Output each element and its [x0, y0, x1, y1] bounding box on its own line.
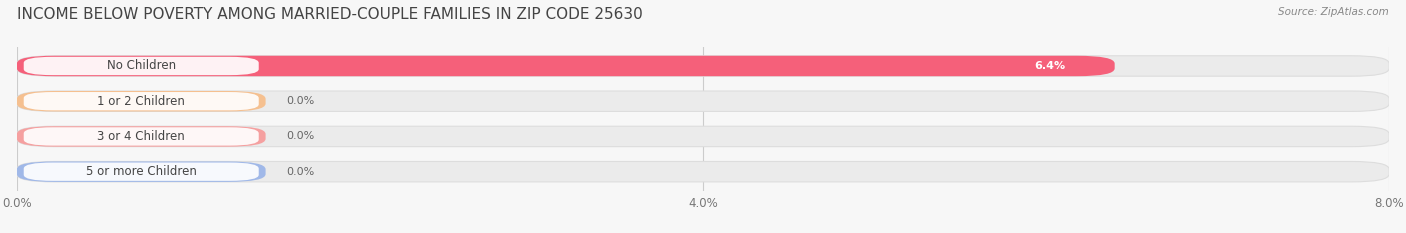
FancyBboxPatch shape — [24, 127, 259, 146]
FancyBboxPatch shape — [17, 161, 1389, 182]
FancyBboxPatch shape — [17, 126, 266, 147]
FancyBboxPatch shape — [17, 91, 1389, 111]
FancyBboxPatch shape — [17, 56, 1389, 76]
Text: 3 or 4 Children: 3 or 4 Children — [97, 130, 186, 143]
Text: Source: ZipAtlas.com: Source: ZipAtlas.com — [1278, 7, 1389, 17]
Text: 5 or more Children: 5 or more Children — [86, 165, 197, 178]
FancyBboxPatch shape — [17, 91, 266, 111]
FancyBboxPatch shape — [17, 56, 1115, 76]
Text: No Children: No Children — [107, 59, 176, 72]
FancyBboxPatch shape — [988, 58, 1111, 74]
Text: 6.4%: 6.4% — [1033, 61, 1066, 71]
FancyBboxPatch shape — [17, 161, 266, 182]
Text: 0.0%: 0.0% — [287, 167, 315, 177]
FancyBboxPatch shape — [24, 57, 259, 75]
Text: INCOME BELOW POVERTY AMONG MARRIED-COUPLE FAMILIES IN ZIP CODE 25630: INCOME BELOW POVERTY AMONG MARRIED-COUPL… — [17, 7, 643, 22]
Text: 0.0%: 0.0% — [287, 96, 315, 106]
FancyBboxPatch shape — [17, 126, 1389, 147]
FancyBboxPatch shape — [24, 92, 259, 110]
Text: 0.0%: 0.0% — [287, 131, 315, 141]
Text: 1 or 2 Children: 1 or 2 Children — [97, 95, 186, 108]
FancyBboxPatch shape — [24, 163, 259, 181]
